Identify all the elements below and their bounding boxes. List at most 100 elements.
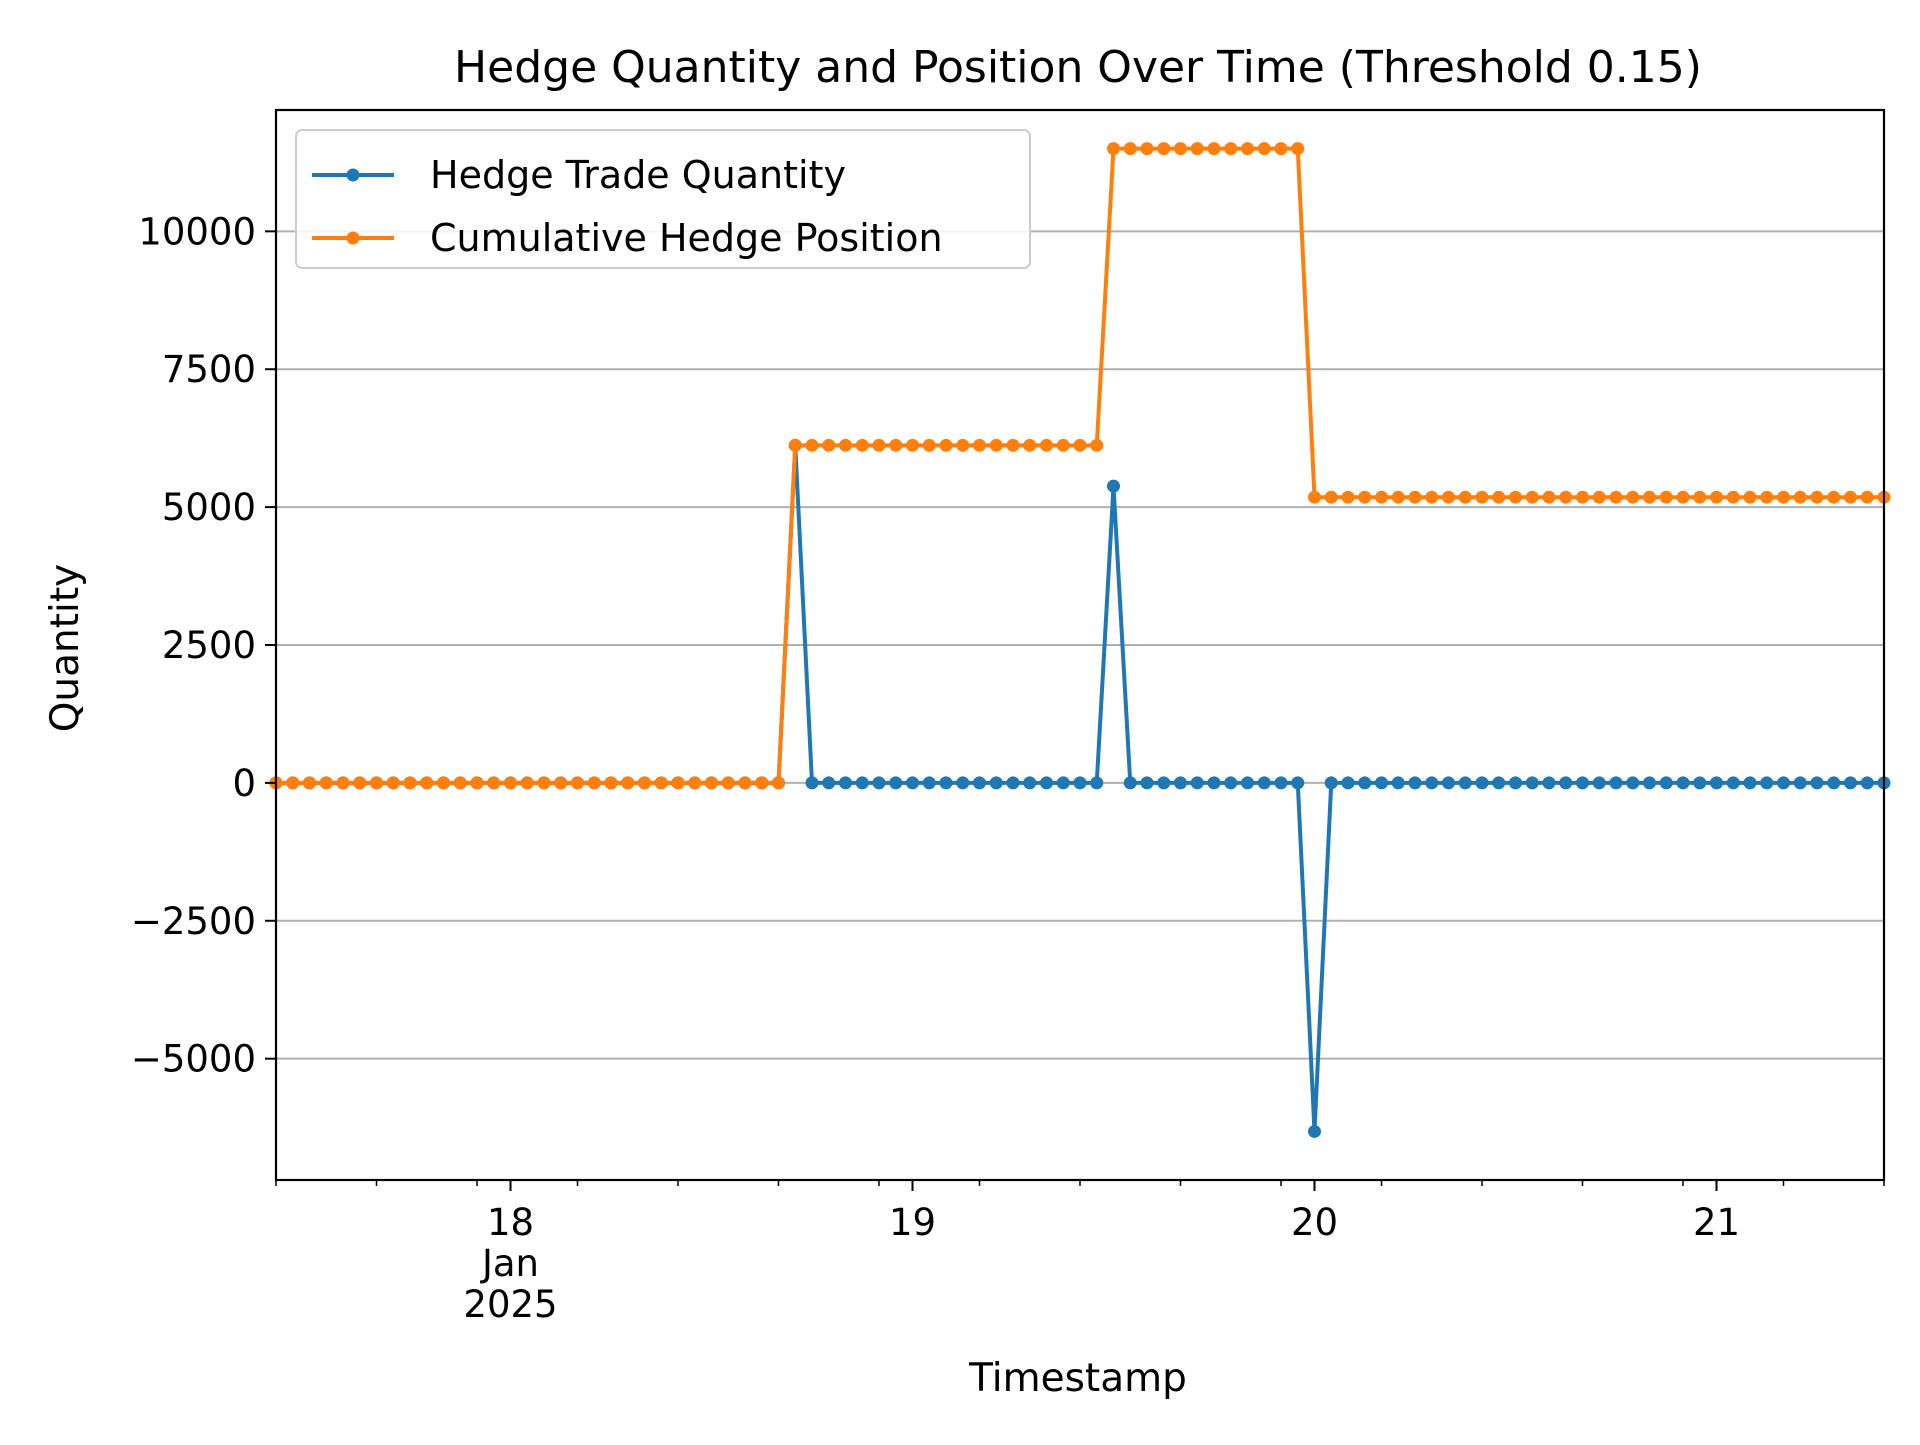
data-point xyxy=(1626,490,1640,504)
data-point xyxy=(520,776,534,790)
data-point xyxy=(989,438,1003,452)
data-point xyxy=(1659,776,1673,790)
data-point xyxy=(1023,776,1037,790)
x-axis-label: Timestamp xyxy=(968,1356,1187,1401)
legend-box xyxy=(295,129,1031,269)
data-point xyxy=(1291,142,1305,156)
data-point xyxy=(470,776,484,790)
data-point xyxy=(839,438,852,452)
data-point xyxy=(587,776,601,790)
data-point xyxy=(1006,776,1020,790)
legend-swatch-marker xyxy=(346,231,360,245)
data-point xyxy=(1274,776,1288,790)
data-point xyxy=(370,776,383,790)
data-point xyxy=(855,438,869,452)
data-point xyxy=(889,776,903,790)
data-point xyxy=(537,776,551,790)
data-point xyxy=(1391,776,1405,790)
data-point xyxy=(303,776,316,790)
data-point xyxy=(1157,142,1171,156)
data-point xyxy=(755,776,769,790)
data-point xyxy=(554,776,568,790)
data-point xyxy=(1040,438,1053,452)
data-point xyxy=(939,776,953,790)
data-point xyxy=(1525,776,1539,790)
data-point xyxy=(1073,438,1087,452)
data-point xyxy=(571,776,584,790)
data-point xyxy=(1291,776,1305,790)
data-point xyxy=(922,438,936,452)
data-point xyxy=(956,776,970,790)
data-point xyxy=(1726,776,1740,790)
x-tick-label: 19 xyxy=(889,1201,936,1244)
y-tick-label: 10000 xyxy=(138,210,256,253)
data-point xyxy=(1827,776,1841,790)
data-point xyxy=(1542,776,1556,790)
data-point xyxy=(1693,776,1707,790)
data-point xyxy=(1324,776,1338,790)
series-layer xyxy=(269,142,1891,1138)
data-point xyxy=(788,438,802,452)
data-point xyxy=(1542,490,1556,504)
data-point xyxy=(1793,776,1807,790)
x-tick-label: Jan xyxy=(480,1242,539,1285)
data-point xyxy=(671,776,685,790)
data-point xyxy=(504,776,517,790)
data-point xyxy=(956,438,970,452)
data-point xyxy=(1442,776,1455,790)
data-point xyxy=(1743,776,1757,790)
y-axis-label: Quantity xyxy=(43,564,88,733)
data-point xyxy=(1056,438,1070,452)
data-point xyxy=(822,438,836,452)
data-point xyxy=(889,438,903,452)
data-point xyxy=(989,776,1003,790)
data-point xyxy=(1458,490,1472,504)
data-point xyxy=(1224,776,1238,790)
data-point xyxy=(1341,776,1355,790)
y-tick-label: −2500 xyxy=(131,900,256,943)
data-point xyxy=(772,776,785,790)
data-point xyxy=(1525,490,1539,504)
data-point xyxy=(1040,776,1053,790)
data-point xyxy=(1207,776,1221,790)
data-point xyxy=(1643,776,1656,790)
data-point xyxy=(319,776,333,790)
data-point xyxy=(939,438,953,452)
data-point xyxy=(1207,142,1221,156)
data-point xyxy=(1190,776,1204,790)
data-point xyxy=(1308,490,1321,504)
data-point xyxy=(1592,776,1606,790)
data-point xyxy=(1559,776,1573,790)
data-point xyxy=(1241,142,1254,156)
data-point xyxy=(1643,490,1656,504)
y-tick-label: 5000 xyxy=(162,486,256,529)
data-point xyxy=(705,776,718,790)
data-point xyxy=(1274,142,1288,156)
data-point xyxy=(922,776,936,790)
data-point xyxy=(1107,479,1120,493)
data-point xyxy=(1626,776,1640,790)
data-point xyxy=(1710,490,1723,504)
data-point xyxy=(437,776,450,790)
data-point xyxy=(1844,776,1857,790)
data-point xyxy=(1693,490,1707,504)
data-point xyxy=(1358,776,1372,790)
data-point xyxy=(1375,776,1388,790)
data-point xyxy=(1576,490,1589,504)
y-tick-label: 7500 xyxy=(162,348,256,391)
data-point xyxy=(386,776,400,790)
data-point xyxy=(1475,490,1489,504)
data-point xyxy=(403,776,417,790)
series-cumulative-hedge-position xyxy=(269,142,1891,790)
data-point xyxy=(1676,490,1690,504)
data-point xyxy=(621,776,635,790)
data-point xyxy=(1090,438,1104,452)
data-point xyxy=(1023,438,1037,452)
data-point xyxy=(1844,490,1857,504)
x-tick-label: 20 xyxy=(1291,1201,1338,1244)
data-point xyxy=(1391,490,1405,504)
data-point xyxy=(1140,142,1154,156)
data-point xyxy=(1726,490,1740,504)
